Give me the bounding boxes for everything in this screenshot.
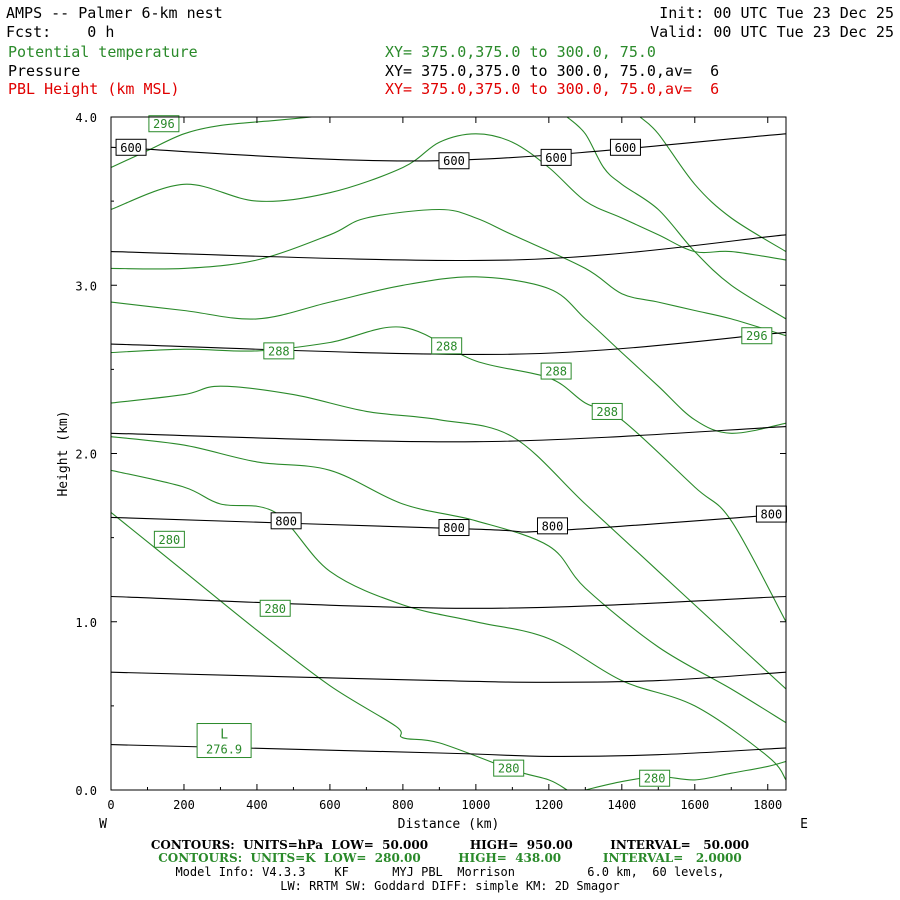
y-axis-label: Height (km) [56,410,71,496]
theta-label-box [540,362,572,380]
east-label: E [800,817,808,832]
pressure-contour-650 [111,234,786,262]
x-tick-label: 1000 [461,798,490,812]
theta-contour-line [585,760,786,790]
theta-label-box [153,530,185,548]
pressure-contour-800 [111,513,786,533]
theta-contour-line [111,276,786,434]
pressure-label: 800 [275,514,297,528]
field-pbl-xy: XY= 375.0,375.0 to 300.0, 75.0,av= 6 [385,80,720,98]
theta-contour-line [111,133,786,261]
pressure-label-box [270,512,302,530]
footer-theta-contours: CONTOURS: UNITS=K LOW= 280.00 HIGH= 438.… [158,851,742,865]
theta-label: 296 [746,329,768,343]
x-tick-label: 1200 [534,798,563,812]
theta-label: 288 [436,339,458,353]
field-theta-name: Potential temperature [8,43,198,61]
pressure-label-box [115,138,147,156]
theta-contour-line [566,117,786,320]
pbl-marker-letter: L [220,728,228,743]
footer-model-info: Model Info: V4.3.3 KF MYJ PBL Morrison 6… [175,865,725,879]
x-tick-label: 200 [173,798,195,812]
plot-frame [110,116,787,791]
field-pressure-name: Pressure [8,62,81,80]
theta-contour-line [111,469,786,781]
footer-physics-info: LW: RRTM SW: Goddard DIFF: simple KM: 2D… [280,879,620,893]
pressure-contour-850 [111,595,786,609]
contour-labels: 296 288 288 288 288 296 280 280 280 280 600 600 600 6… [115,115,787,787]
init-time: Init: 00 UTC Tue 23 Dec 25 [659,4,894,22]
x-tick-label: 600 [319,798,341,812]
y-tick-label: 1.0 [75,616,97,630]
theta-contours [111,117,786,790]
theta-label: 280 [159,533,181,547]
field-pressure-xy: XY= 375.0,375.0 to 300.0, 75.0,av= 6 [385,62,720,80]
theta-label: 288 [596,405,618,419]
pressure-contour-900 [111,671,786,683]
valid-time: Valid: 00 UTC Tue 23 Dec 25 [650,23,894,41]
theta-label: 280 [644,772,666,786]
y-tick-label: 4.0 [75,111,97,125]
axes: 0 200 400 600 800 1000 1200 1400 1600 1800 0.0 1.0 2… [56,111,808,832]
theta-label: 280 [264,602,286,616]
pressure-label: 600 [120,141,142,155]
theta-label: 280 [498,762,520,776]
theta-contour-line [639,117,786,253]
theta-contour-line [111,385,786,690]
theta-label: 288 [268,344,290,358]
x-tick-label: 1400 [607,798,636,812]
pressure-label-box [438,152,470,170]
field-theta-xy: XY= 375.0,375.0 to 300.0, 75.0 [385,43,656,61]
pressure-label: 600 [615,141,637,155]
theta-label-box [493,759,525,777]
pressure-label: 600 [443,154,465,168]
x-axis-label: Distance (km) [398,817,500,832]
theta-label-box [431,337,463,355]
x-tick-label: 0 [107,798,114,812]
y-tick-label: 2.0 [75,448,97,462]
forecast-hour: Fcst: 0 h [6,23,115,41]
x-tick-label: 400 [246,798,268,812]
y-tick-label: 0.0 [75,784,97,798]
theta-contour-line [111,208,786,337]
theta-contour-line [111,436,786,724]
pressure-label-box [609,138,641,156]
pressure-contour-700 [111,331,786,356]
pressure-label-box [540,148,572,166]
pbl-marker-value: 276.9 [206,743,242,757]
pressure-label: 800 [443,521,465,535]
theta-label: 288 [545,365,567,379]
theta-label-box [639,769,671,787]
pressure-label-box [536,517,568,535]
pressure-label: 800 [761,508,783,522]
pressure-contour-750 [111,426,786,443]
theta-label: 296 [153,117,175,131]
theta-label-box [741,327,773,345]
pressure-label: 600 [545,151,567,165]
theta-contour-line [111,326,786,623]
pressure-label-box [438,519,470,537]
west-label: W [99,817,107,832]
x-tick-label: 800 [392,798,414,812]
theta-label-box [591,402,623,420]
pbl-marker-box [196,723,252,759]
theta-label-box [148,115,180,133]
y-tick-label: 3.0 [75,279,97,293]
pressure-label: 800 [542,519,564,533]
x-tick-label: 1800 [753,798,782,812]
x-tick-label: 1600 [680,798,709,812]
theta-label-box [263,342,295,360]
theta-contour-line [111,511,568,790]
footer-pressure-contours: CONTOURS: UNITS=hPa LOW= 50.000 HIGH= 95… [150,838,750,852]
pressure-contour-950 [111,744,786,757]
field-pbl-name: PBL Height (km MSL) [8,80,180,98]
theta-label-box [259,599,291,617]
figure-title: AMPS -- Palmer 6-km nest [6,4,223,22]
